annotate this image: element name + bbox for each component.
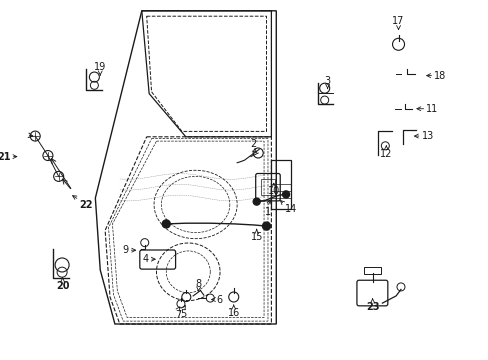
Text: 9: 9	[122, 245, 128, 255]
Text: 5: 5	[180, 309, 186, 319]
Text: 14: 14	[284, 204, 296, 215]
Bar	[260, 179, 275, 194]
Text: 3: 3	[324, 76, 330, 86]
Text: 19: 19	[94, 62, 106, 72]
Circle shape	[162, 220, 170, 228]
Text: 18: 18	[433, 71, 446, 81]
Text: 16: 16	[227, 308, 240, 318]
Text: 21: 21	[0, 152, 11, 162]
Text: 17: 17	[391, 16, 404, 26]
Text: 22: 22	[79, 200, 93, 210]
Text: 10: 10	[267, 186, 280, 197]
Text: 4: 4	[142, 254, 149, 264]
Text: 8: 8	[195, 279, 201, 289]
Text: 12: 12	[379, 149, 392, 159]
Circle shape	[253, 198, 260, 205]
Circle shape	[282, 191, 289, 198]
Text: 20: 20	[56, 281, 69, 291]
Bar	[271, 160, 290, 209]
Text: 15: 15	[250, 232, 263, 242]
Circle shape	[262, 222, 270, 230]
Text: 7: 7	[175, 310, 181, 320]
Bar	[363, 267, 381, 274]
Text: 6: 6	[216, 294, 222, 305]
Text: 23: 23	[365, 302, 379, 312]
Text: 13: 13	[421, 131, 433, 141]
Text: 11: 11	[426, 104, 438, 114]
Text: 1: 1	[264, 207, 270, 217]
Text: 2: 2	[250, 139, 256, 149]
